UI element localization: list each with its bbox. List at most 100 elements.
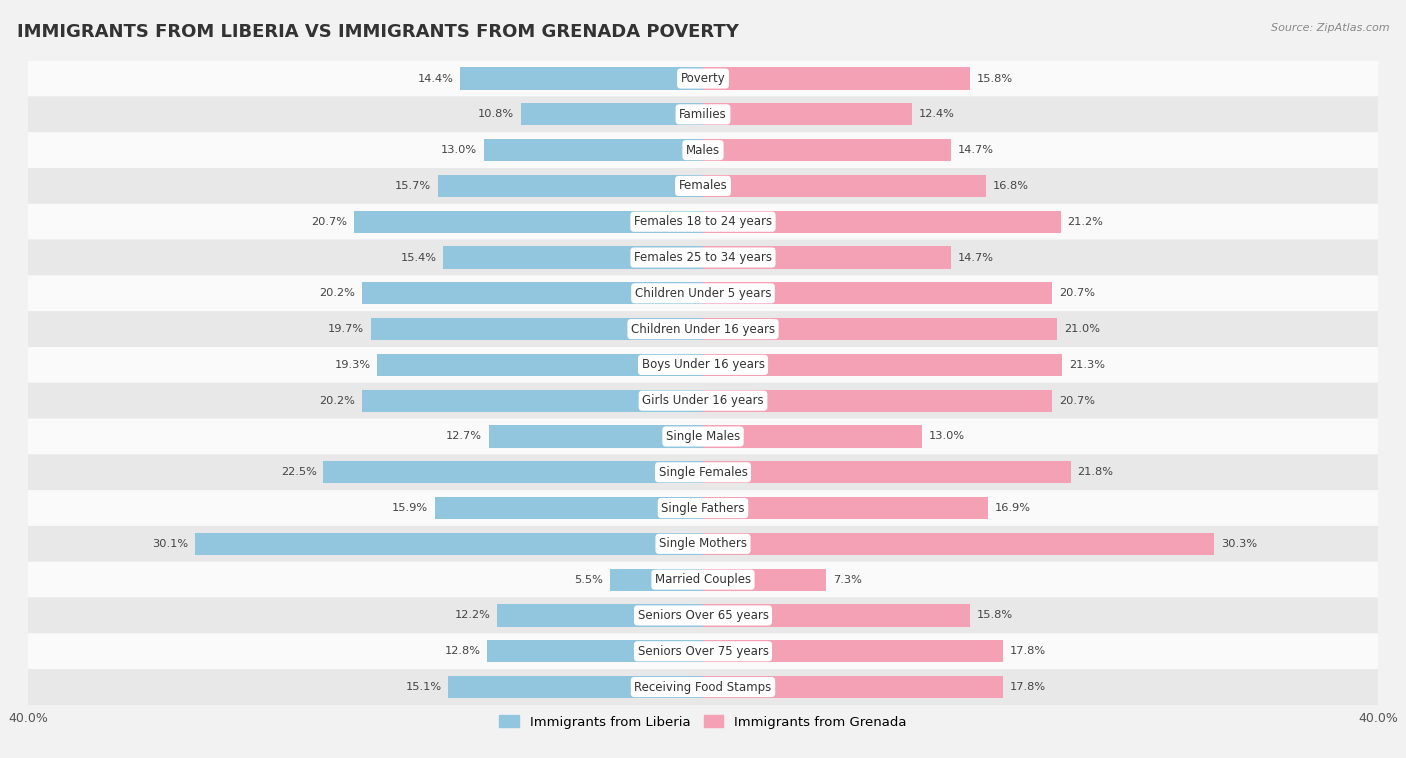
- Bar: [449, 676, 703, 698]
- Bar: [703, 461, 1071, 484]
- Text: 14.7%: 14.7%: [957, 145, 994, 155]
- Text: 12.7%: 12.7%: [446, 431, 482, 441]
- Text: 17.8%: 17.8%: [1010, 682, 1046, 692]
- Text: Females 18 to 24 years: Females 18 to 24 years: [634, 215, 772, 228]
- Text: 12.8%: 12.8%: [444, 647, 481, 656]
- Bar: [498, 604, 703, 627]
- Text: 7.3%: 7.3%: [832, 575, 862, 584]
- Text: Females: Females: [679, 180, 727, 193]
- Text: Females 25 to 34 years: Females 25 to 34 years: [634, 251, 772, 264]
- Text: 20.7%: 20.7%: [1059, 396, 1095, 406]
- Text: 19.3%: 19.3%: [335, 360, 371, 370]
- Text: 15.4%: 15.4%: [401, 252, 436, 262]
- Text: 15.7%: 15.7%: [395, 181, 432, 191]
- Text: Males: Males: [686, 143, 720, 157]
- FancyBboxPatch shape: [28, 634, 1378, 669]
- Bar: [703, 425, 922, 447]
- Bar: [443, 246, 703, 268]
- Bar: [703, 211, 1060, 233]
- Text: 20.2%: 20.2%: [319, 288, 356, 299]
- Text: 15.8%: 15.8%: [976, 610, 1012, 621]
- FancyBboxPatch shape: [28, 669, 1378, 705]
- Bar: [377, 354, 703, 376]
- Bar: [703, 354, 1063, 376]
- Bar: [520, 103, 703, 125]
- FancyBboxPatch shape: [28, 275, 1378, 312]
- Text: 20.7%: 20.7%: [311, 217, 347, 227]
- Text: 13.0%: 13.0%: [441, 145, 477, 155]
- Text: 12.2%: 12.2%: [454, 610, 491, 621]
- Text: Single Females: Single Females: [658, 465, 748, 479]
- FancyBboxPatch shape: [28, 347, 1378, 383]
- Bar: [489, 425, 703, 447]
- Bar: [434, 497, 703, 519]
- Text: 30.1%: 30.1%: [152, 539, 188, 549]
- Bar: [439, 175, 703, 197]
- Text: 14.7%: 14.7%: [957, 252, 994, 262]
- Text: 19.7%: 19.7%: [328, 324, 364, 334]
- Bar: [610, 568, 703, 590]
- FancyBboxPatch shape: [28, 418, 1378, 454]
- Text: Families: Families: [679, 108, 727, 121]
- Bar: [703, 641, 1004, 662]
- Text: 22.5%: 22.5%: [281, 467, 316, 478]
- Text: Seniors Over 65 years: Seniors Over 65 years: [637, 609, 769, 622]
- FancyBboxPatch shape: [28, 204, 1378, 240]
- Text: 5.5%: 5.5%: [575, 575, 603, 584]
- Legend: Immigrants from Liberia, Immigrants from Grenada: Immigrants from Liberia, Immigrants from…: [495, 709, 911, 734]
- FancyBboxPatch shape: [28, 132, 1378, 168]
- Text: 16.9%: 16.9%: [995, 503, 1031, 513]
- FancyBboxPatch shape: [28, 454, 1378, 490]
- Bar: [703, 246, 950, 268]
- FancyBboxPatch shape: [28, 526, 1378, 562]
- Bar: [486, 641, 703, 662]
- Text: IMMIGRANTS FROM LIBERIA VS IMMIGRANTS FROM GRENADA POVERTY: IMMIGRANTS FROM LIBERIA VS IMMIGRANTS FR…: [17, 23, 738, 41]
- Text: 21.3%: 21.3%: [1069, 360, 1105, 370]
- Text: Seniors Over 75 years: Seniors Over 75 years: [637, 645, 769, 658]
- Text: Single Mothers: Single Mothers: [659, 537, 747, 550]
- Bar: [703, 103, 912, 125]
- Text: Poverty: Poverty: [681, 72, 725, 85]
- Text: Single Fathers: Single Fathers: [661, 502, 745, 515]
- Text: 15.1%: 15.1%: [405, 682, 441, 692]
- Text: 13.0%: 13.0%: [929, 431, 965, 441]
- Bar: [363, 282, 703, 305]
- Text: 17.8%: 17.8%: [1010, 647, 1046, 656]
- Bar: [323, 461, 703, 484]
- Bar: [195, 533, 703, 555]
- Bar: [460, 67, 703, 89]
- Text: 15.9%: 15.9%: [392, 503, 427, 513]
- Bar: [703, 282, 1052, 305]
- FancyBboxPatch shape: [28, 312, 1378, 347]
- Bar: [703, 568, 827, 590]
- Bar: [484, 139, 703, 161]
- Text: 21.0%: 21.0%: [1064, 324, 1099, 334]
- Bar: [371, 318, 703, 340]
- Bar: [703, 604, 970, 627]
- FancyBboxPatch shape: [28, 597, 1378, 634]
- FancyBboxPatch shape: [28, 562, 1378, 597]
- Bar: [703, 497, 988, 519]
- Bar: [703, 175, 987, 197]
- Text: Source: ZipAtlas.com: Source: ZipAtlas.com: [1271, 23, 1389, 33]
- Text: Children Under 5 years: Children Under 5 years: [634, 287, 772, 300]
- Bar: [703, 318, 1057, 340]
- Text: Boys Under 16 years: Boys Under 16 years: [641, 359, 765, 371]
- Text: Children Under 16 years: Children Under 16 years: [631, 323, 775, 336]
- Text: 21.2%: 21.2%: [1067, 217, 1104, 227]
- FancyBboxPatch shape: [28, 490, 1378, 526]
- Text: 12.4%: 12.4%: [920, 109, 955, 119]
- Text: 15.8%: 15.8%: [976, 74, 1012, 83]
- FancyBboxPatch shape: [28, 240, 1378, 275]
- Bar: [703, 676, 1004, 698]
- FancyBboxPatch shape: [28, 61, 1378, 96]
- Bar: [703, 390, 1052, 412]
- FancyBboxPatch shape: [28, 96, 1378, 132]
- Text: 14.4%: 14.4%: [418, 74, 453, 83]
- Bar: [703, 139, 950, 161]
- Text: 20.7%: 20.7%: [1059, 288, 1095, 299]
- Text: Married Couples: Married Couples: [655, 573, 751, 586]
- Text: Single Males: Single Males: [666, 430, 740, 443]
- FancyBboxPatch shape: [28, 383, 1378, 418]
- Text: 21.8%: 21.8%: [1077, 467, 1114, 478]
